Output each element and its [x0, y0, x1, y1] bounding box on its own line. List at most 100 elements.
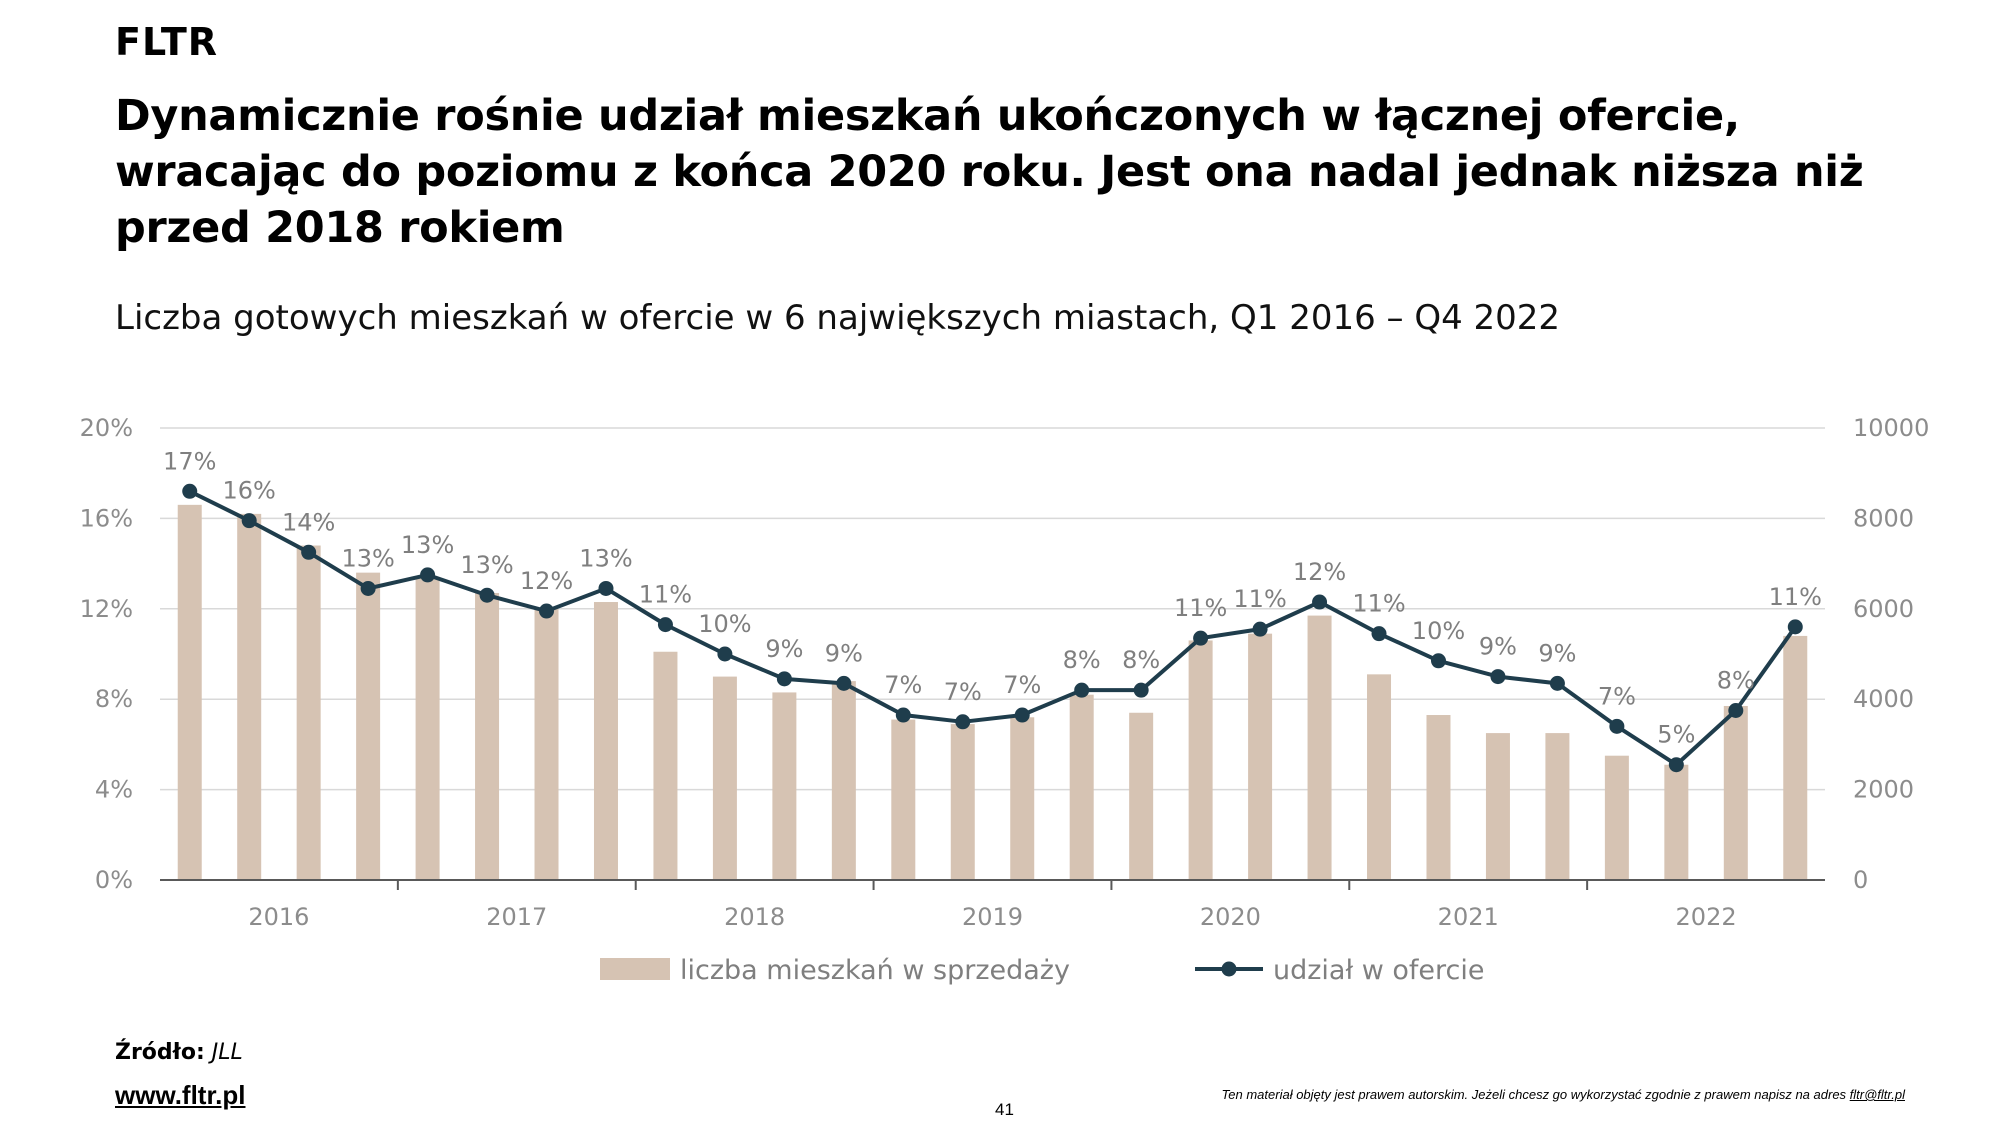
data-label: 13%	[579, 544, 632, 572]
left-tick-label: 4%	[95, 776, 133, 804]
data-label: 8%	[1063, 646, 1101, 674]
data-label: 11%	[1233, 585, 1286, 613]
share-point	[301, 544, 317, 560]
data-label: 8%	[1122, 646, 1160, 674]
left-axis-ticks: 0% 4% 8% 12% 16% 20%	[80, 414, 133, 894]
source-label: Źródło:	[115, 1040, 205, 1065]
share-point	[241, 513, 257, 529]
data-label: 12%	[520, 567, 573, 595]
data-labels: 17%16%14%13% 13%13%12%13%11%10%9% 9%7% 7% 7%…	[163, 447, 1822, 748]
bar	[891, 719, 916, 880]
data-label: 9%	[765, 635, 803, 663]
right-tick-label: 10000	[1853, 414, 1929, 442]
data-label: 11%	[1769, 583, 1822, 611]
share-point	[1193, 630, 1209, 646]
bar	[237, 513, 262, 880]
data-label: 13%	[401, 531, 454, 559]
bar	[653, 651, 678, 880]
data-label: 7%	[1003, 671, 1041, 699]
bar	[1248, 633, 1273, 880]
page-number: 41	[995, 1100, 1014, 1119]
share-point	[717, 646, 733, 662]
right-tick-label: 2000	[1853, 776, 1914, 804]
share-point	[360, 580, 376, 596]
share-point	[420, 567, 436, 583]
share-point	[598, 580, 614, 596]
x-tick-label: 2017	[486, 903, 547, 931]
x-tick-label: 2020	[1200, 903, 1261, 931]
share-point	[539, 603, 555, 619]
bar	[1545, 733, 1570, 880]
data-label: 12%	[1293, 558, 1346, 586]
x-tick-label: 2021	[1438, 903, 1499, 931]
share-point	[1430, 653, 1446, 669]
share-point	[1074, 682, 1090, 698]
bar	[950, 724, 975, 880]
gridlines	[160, 427, 1825, 791]
data-label: 7%	[944, 678, 982, 706]
left-tick-label: 0%	[95, 866, 133, 894]
share-point	[1549, 675, 1565, 691]
bar	[296, 545, 321, 880]
x-tick-label: 2022	[1676, 903, 1737, 931]
data-label: 11%	[1174, 594, 1227, 622]
bar	[1604, 755, 1629, 880]
bar	[475, 592, 500, 880]
data-label: 13%	[460, 551, 513, 579]
legend-line-marker	[1221, 961, 1237, 977]
copyright-note: Ten materiał objęty jest prawem autorski…	[1222, 1087, 1905, 1102]
page-title: Dynamicznie rośnie udział mieszkań ukońc…	[115, 91, 1864, 253]
x-axis: 2016 2017 2018 2019 2020 2021 2022	[160, 879, 1825, 931]
bar	[1664, 764, 1689, 880]
share-point	[182, 483, 198, 499]
share-point	[1312, 594, 1328, 610]
bar	[593, 602, 618, 880]
chart-title: Liczba gotowych mieszkań w ofercie w 6 n…	[115, 298, 1561, 338]
right-axis-ticks: 0 2000 4000 6000 8000 10000	[1853, 414, 1929, 894]
bar	[1783, 635, 1808, 880]
source-note: Źródło: JLL	[115, 1040, 243, 1065]
x-tick-label: 2019	[962, 903, 1023, 931]
legend: liczba mieszkań w sprzedaży udział w ofer…	[600, 955, 1485, 986]
brand-logo: FLTR	[115, 20, 219, 64]
line-series	[182, 483, 1803, 773]
legend-bar-label: liczba mieszkań w sprzedaży	[680, 955, 1070, 986]
left-tick-label: 16%	[80, 504, 133, 532]
data-label: 10%	[698, 610, 751, 638]
bar	[1426, 715, 1451, 880]
share-point	[1490, 669, 1506, 685]
bar	[177, 504, 202, 880]
data-label: 10%	[1412, 617, 1465, 645]
data-label: 9%	[1479, 633, 1517, 661]
data-label: 9%	[1538, 639, 1576, 667]
share-point	[1728, 703, 1744, 718]
left-tick-label: 12%	[80, 595, 133, 623]
left-tick-label: 8%	[95, 685, 133, 713]
data-label: 7%	[884, 671, 922, 699]
copyright-text: Ten materiał objęty jest prawem autorski…	[1221, 1087, 1847, 1102]
data-label: 14%	[282, 508, 335, 536]
data-label: 13%	[341, 544, 394, 572]
x-tick-label: 2016	[248, 903, 309, 931]
share-point	[895, 707, 911, 723]
share-point	[1787, 619, 1803, 635]
bar	[1069, 694, 1094, 880]
source-value: JLL	[211, 1040, 243, 1065]
share-point	[1133, 682, 1149, 698]
data-label: 16%	[223, 477, 276, 505]
website-link[interactable]: www.fltr.pl	[115, 1080, 246, 1110]
right-tick-label: 8000	[1853, 504, 1914, 532]
legend-line-label: udział w ofercie	[1273, 955, 1485, 986]
share-point	[479, 587, 495, 603]
share-point	[657, 617, 673, 633]
data-label: 17%	[163, 447, 216, 475]
right-tick-label: 6000	[1853, 595, 1914, 623]
bar	[1485, 733, 1510, 880]
email-link[interactable]: fltr@fltr.pl	[1849, 1087, 1905, 1102]
x-tick-label: 2018	[724, 903, 785, 931]
bar	[1307, 615, 1332, 880]
bar	[356, 572, 381, 880]
share-point	[1014, 707, 1030, 723]
data-label: 9%	[825, 639, 863, 667]
share-point	[1252, 621, 1268, 637]
